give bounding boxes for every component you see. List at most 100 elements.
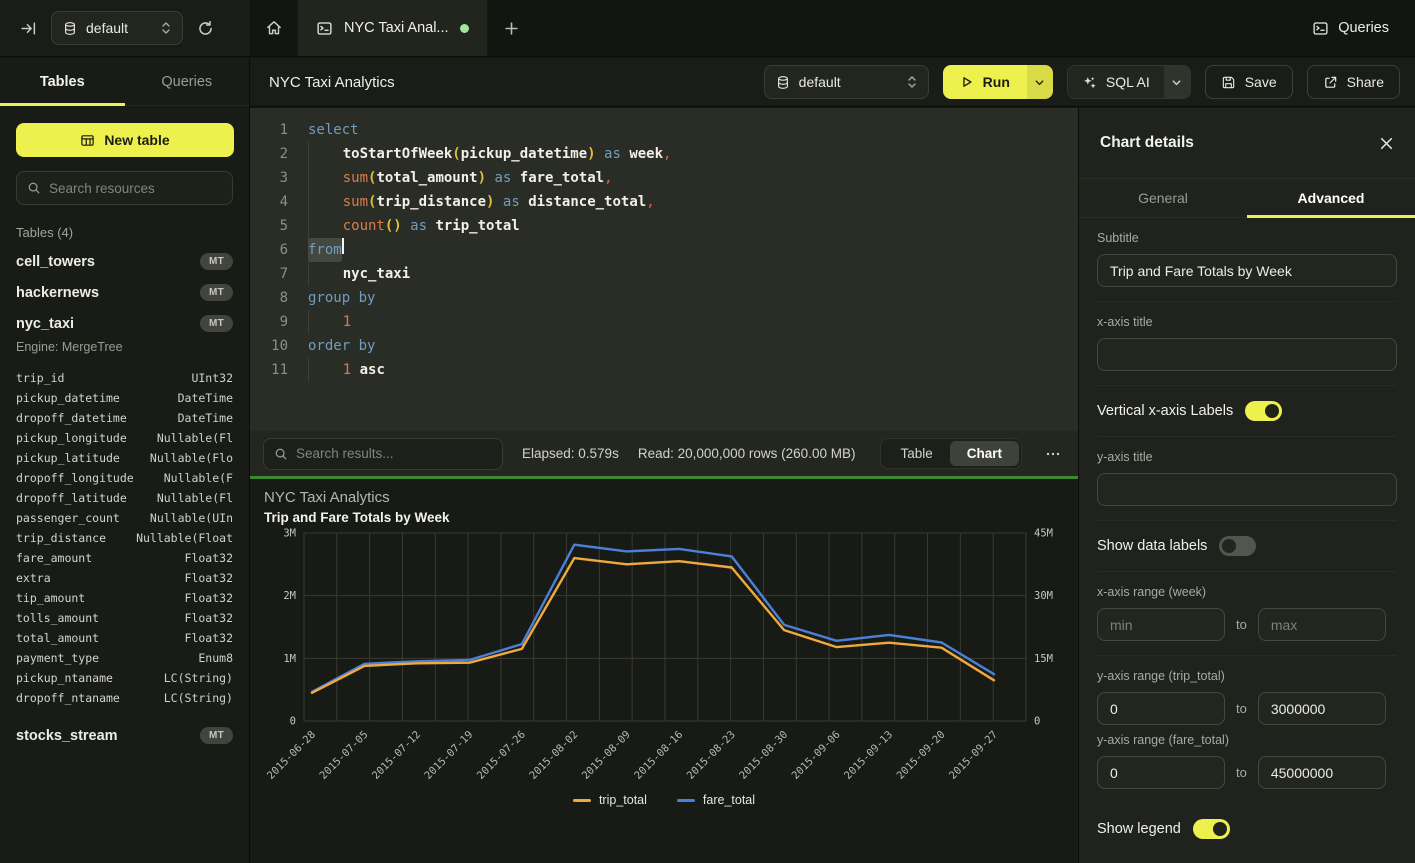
legend-item-fare_total[interactable]: fare_total — [677, 793, 755, 807]
column-row: pickup_latitudeNullable(Flo — [16, 448, 233, 468]
panel-tab-advanced[interactable]: Advanced — [1247, 179, 1415, 217]
save-button[interactable]: Save — [1205, 65, 1293, 99]
share-button[interactable]: Share — [1307, 65, 1400, 99]
toggle-knob — [1222, 539, 1236, 553]
line-number: 1 — [264, 118, 288, 142]
view-toggle-table[interactable]: Table — [883, 441, 949, 466]
view-table-label: Table — [900, 446, 932, 461]
panel-header: Chart details — [1079, 108, 1415, 179]
sql-ai-button[interactable]: SQL AI — [1068, 66, 1164, 98]
show-data-labels-toggle[interactable] — [1219, 536, 1256, 556]
vertical-xaxis-labels-toggle[interactable] — [1245, 401, 1282, 421]
play-icon — [960, 75, 974, 89]
code-line: 3 sum(total_amount) as fare_total, — [264, 166, 1078, 190]
run-button[interactable]: Run — [943, 65, 1027, 99]
svg-text:2015-09-20: 2015-09-20 — [894, 729, 947, 782]
view-chart-label: Chart — [967, 446, 1002, 461]
yaxis-range-trip-min-input[interactable] — [1097, 692, 1225, 725]
tab-advanced-label: Advanced — [1298, 190, 1365, 206]
yaxis-range-fare-max-input[interactable] — [1258, 756, 1386, 789]
legend-item-trip_total[interactable]: trip_total — [573, 793, 647, 807]
show-legend-toggle[interactable] — [1193, 819, 1230, 839]
sidebar-tab-queries[interactable]: Queries — [125, 58, 250, 105]
resource-search — [16, 171, 233, 205]
home-button[interactable] — [250, 0, 298, 56]
toggle-knob — [1265, 404, 1279, 418]
table-row-nyc-taxi[interactable]: nyc_taxi MT — [0, 308, 249, 339]
svg-text:2015-07-05: 2015-07-05 — [317, 729, 370, 782]
yaxis-range-trip-max-input[interactable] — [1258, 692, 1386, 725]
code-line: 8group by — [264, 286, 1078, 310]
sql-ai-options-button[interactable] — [1164, 66, 1190, 98]
subtitle-input[interactable] — [1097, 254, 1397, 287]
results-bar: Elapsed: 0.579s Read: 20,000,000 rows (2… — [250, 431, 1078, 476]
xaxis-range-max-input[interactable] — [1258, 608, 1386, 641]
results-search-input[interactable] — [296, 446, 492, 461]
sidebar: Tables Queries New table Tables (4) cell… — [0, 58, 250, 863]
show-data-labels-row: Show data labels — [1097, 521, 1397, 572]
column-row: fare_amountFloat32 — [16, 548, 233, 568]
query-toolbar: NYC Taxi Analytics default Run — [250, 58, 1415, 107]
line-number: 5 — [264, 214, 288, 238]
new-table-button[interactable]: New table — [16, 123, 234, 157]
database-icon — [776, 75, 790, 90]
subtitle-group: Subtitle — [1097, 218, 1397, 302]
vertical-xaxis-labels-row: Vertical x-axis Labels — [1097, 386, 1397, 437]
add-tab-button[interactable] — [487, 0, 537, 56]
vertical-xaxis-labels-label: Vertical x-axis Labels — [1097, 403, 1233, 419]
editor-tab[interactable]: NYC Taxi Anal... — [298, 0, 487, 56]
xaxis-range-min-input[interactable] — [1097, 608, 1225, 641]
panel-tab-general[interactable]: General — [1079, 179, 1247, 217]
queries-button[interactable]: Queries — [1286, 0, 1415, 56]
svg-text:2015-07-12: 2015-07-12 — [370, 729, 423, 782]
resource-search-input[interactable] — [49, 181, 222, 196]
tables-section-label: Tables (4) — [16, 225, 233, 240]
engine-badge: MT — [200, 284, 233, 301]
run-button-group: Run — [943, 65, 1053, 99]
table-row-stocks-stream[interactable]: stocks_stream MT — [0, 720, 249, 751]
chart-details-panel: Chart details General Advanced Subtitle … — [1078, 108, 1415, 863]
panel-tabs: General Advanced — [1079, 179, 1415, 218]
sidebar-tab-tables-label: Tables — [40, 74, 85, 90]
column-row: dropoff_datetimeDateTime — [16, 408, 233, 428]
chart-subtitle: Trip and Fare Totals by Week — [264, 510, 1064, 525]
subtitle-label: Subtitle — [1097, 231, 1397, 245]
table-row-hackernews[interactable]: hackernews MT — [0, 277, 249, 308]
collapse-sidebar-icon[interactable] — [20, 20, 37, 37]
svg-text:45M: 45M — [1034, 528, 1053, 540]
yaxis-title-group: y-axis title — [1097, 437, 1397, 521]
code-line: 7 nyc_taxi — [264, 262, 1078, 286]
yaxis-range-trip-label: y-axis range (trip_total) — [1097, 669, 1397, 683]
code-lines: 1select2 toStartOfWeek(pickup_datetime) … — [264, 118, 1078, 382]
column-row: pickup_longitudeNullable(Fl — [16, 428, 233, 448]
refresh-icon[interactable] — [197, 20, 214, 37]
read-stat: Read: 20,000,000 rows (260.00 MB) — [638, 446, 856, 461]
sidebar-tab-queries-label: Queries — [161, 74, 212, 90]
column-row: tolls_amountFloat32 — [16, 608, 233, 628]
yaxis-title-label: y-axis title — [1097, 450, 1397, 464]
yaxis-range-fare-min-input[interactable] — [1097, 756, 1225, 789]
toolbar-database-selector[interactable]: default — [764, 65, 929, 99]
table-row-cell-towers[interactable]: cell_towers MT — [0, 246, 249, 277]
to-label: to — [1236, 617, 1247, 632]
run-options-button[interactable] — [1027, 65, 1053, 99]
sparkle-icon — [1082, 75, 1097, 90]
svg-text:30M: 30M — [1034, 590, 1053, 602]
line-number: 4 — [264, 190, 288, 214]
run-label: Run — [983, 74, 1010, 90]
code-line: 10order by — [264, 334, 1078, 358]
save-label: Save — [1245, 74, 1277, 90]
sidebar-tab-tables[interactable]: Tables — [0, 58, 125, 105]
code-line: 9 1 — [264, 310, 1078, 334]
yaxis-title-input[interactable] — [1097, 473, 1397, 506]
database-selector[interactable]: default — [51, 11, 183, 45]
toolbar-database-value: default — [799, 74, 894, 90]
line-number: 11 — [264, 358, 288, 382]
sql-editor[interactable]: 1select2 toStartOfWeek(pickup_datetime) … — [250, 108, 1078, 431]
xaxis-title-input[interactable] — [1097, 338, 1397, 371]
more-options-icon[interactable] — [1041, 446, 1065, 462]
view-toggle-chart[interactable]: Chart — [950, 441, 1019, 466]
column-list: trip_idUInt32pickup_datetimeDateTimedrop… — [0, 362, 249, 710]
close-icon[interactable] — [1379, 136, 1394, 151]
chart-section: NYC Taxi Analytics Trip and Fare Totals … — [250, 479, 1078, 863]
